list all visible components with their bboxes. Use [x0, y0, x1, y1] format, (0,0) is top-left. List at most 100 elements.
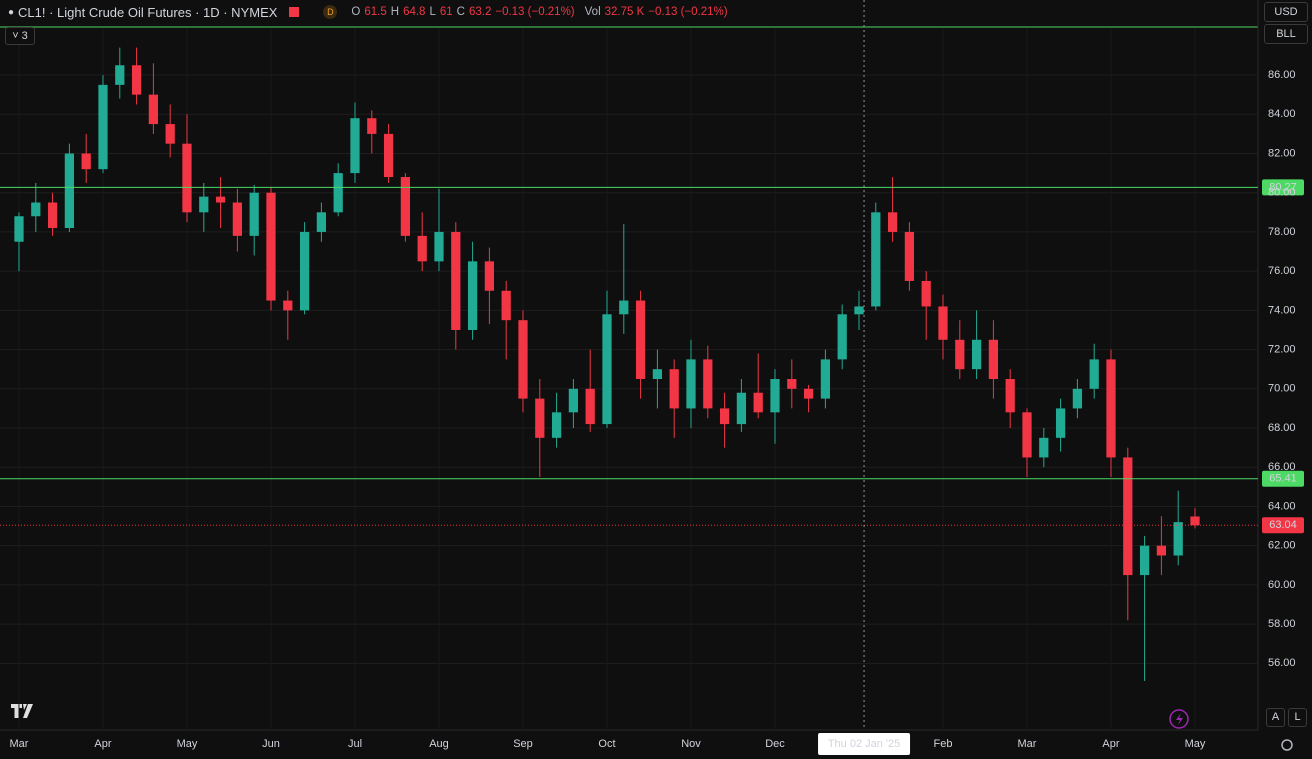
- candle-body: [467, 261, 478, 330]
- x-tick-label: Jul: [348, 738, 362, 750]
- x-tick-label: Apr: [1102, 738, 1119, 750]
- x-tick-label: Dec: [765, 738, 785, 750]
- candle-body: [417, 235, 427, 262]
- x-tick-label: Mar: [10, 738, 29, 750]
- candle-body: [602, 314, 612, 425]
- last-price-label: 63.04: [1269, 519, 1297, 531]
- y-tick-label: 60.00: [1268, 579, 1296, 591]
- close-letter: C: [456, 6, 465, 18]
- candle-body: [1005, 379, 1015, 413]
- candle-body: [719, 408, 730, 425]
- candle-body: [871, 212, 881, 307]
- candle-body: [635, 300, 646, 379]
- candle-body: [31, 202, 41, 217]
- candle-body: [518, 320, 528, 399]
- candle-body: [64, 153, 75, 229]
- y-tick-label: 80.00: [1268, 187, 1296, 199]
- candle-body: [1190, 516, 1200, 526]
- candle-body: [803, 388, 814, 399]
- x-tick-label: Nov: [681, 738, 701, 750]
- candle-body: [434, 231, 444, 262]
- last-price-box: [1262, 517, 1304, 534]
- candle-body: [333, 173, 343, 213]
- auto-scale-button[interactable]: A: [1266, 708, 1285, 727]
- x-tick-label: Apr: [94, 738, 111, 750]
- symbol-title[interactable]: CL1! · Light Crude Oil Futures · 1D · NY…: [18, 4, 278, 20]
- candle-body: [619, 300, 629, 315]
- candle-body: [249, 192, 259, 236]
- volume-change: −0.13 (−0.21%): [648, 6, 728, 18]
- candle-body: [165, 124, 175, 144]
- candle-body: [787, 379, 797, 389]
- candle-body: [14, 216, 24, 242]
- candle-body: [81, 153, 91, 170]
- candle-body: [1139, 545, 1150, 576]
- indicator-count: 3: [21, 30, 28, 42]
- unit: BLL: [1276, 28, 1296, 40]
- flag[interactable]: [289, 7, 300, 17]
- candle-body: [1106, 359, 1116, 458]
- symbol-header: ● CL1! · Light Crude Oil Futures · 1D · …: [8, 3, 728, 21]
- x-tick-label: Feb: [934, 738, 953, 750]
- unit-button[interactable]: BLL: [1264, 24, 1308, 44]
- x-tick-label: Aug: [429, 738, 449, 750]
- log-scale-button[interactable]: L: [1288, 708, 1307, 727]
- candle-body: [1072, 388, 1083, 409]
- open-letter: O: [351, 6, 361, 18]
- candle-body: [887, 212, 898, 232]
- candle-body: [703, 359, 713, 409]
- x-tick-label: May: [1185, 738, 1206, 750]
- candle-body: [971, 339, 982, 370]
- candle-body: [770, 379, 780, 413]
- y-tick-label: 64.00: [1268, 500, 1296, 512]
- candle-body: [1089, 359, 1099, 389]
- level-label: 65.41: [1269, 473, 1297, 485]
- x-tick-label: Jun: [262, 738, 280, 750]
- low-value: 61: [439, 6, 453, 18]
- volume-value: 32.75 K: [604, 6, 645, 18]
- candle-body: [736, 392, 747, 425]
- y-tick-label: 74.00: [1268, 304, 1296, 316]
- currency-button[interactable]: USD: [1264, 2, 1308, 22]
- candle-body: [131, 65, 142, 95]
- candle-body: [669, 369, 679, 409]
- settings-button[interactable]: [1281, 739, 1293, 751]
- y-tick-label: 66.00: [1268, 461, 1296, 473]
- crosshair-label-box: [818, 733, 911, 755]
- candle-body: [215, 196, 226, 203]
- indicator-toggle[interactable]: ˅ 3: [5, 27, 35, 45]
- candle-body: [98, 84, 108, 170]
- y-tick-label: 76.00: [1268, 265, 1296, 277]
- y-tick-label: 68.00: [1268, 422, 1296, 434]
- candle-body: [182, 143, 192, 213]
- candle-body: [585, 388, 595, 425]
- y-tick-label: 78.00: [1268, 226, 1296, 238]
- lightning-button[interactable]: [1169, 709, 1189, 729]
- candle-body: [1173, 522, 1183, 556]
- x-tick-label: Mar: [1018, 738, 1037, 750]
- level-label: 80.27: [1269, 181, 1297, 193]
- x-tick-label: Sep: [513, 738, 533, 750]
- candle-body: [451, 231, 461, 330]
- candle-body: [299, 231, 310, 311]
- candle-body: [1039, 437, 1049, 458]
- high-letter: H: [390, 6, 400, 18]
- candle-body: [199, 196, 209, 213]
- grid: [0, 28, 1258, 730]
- x-tick-label: Oct: [598, 738, 615, 750]
- candle-body: [1022, 412, 1032, 458]
- candle-body: [283, 300, 293, 311]
- auto-label: A: [1271, 711, 1280, 723]
- candle-body: [686, 359, 696, 409]
- close-value: 63.2: [468, 6, 492, 18]
- candle-body: [501, 290, 511, 321]
- marks: [14, 47, 1200, 681]
- level-label-box: [1262, 179, 1304, 196]
- drop-icon: ●: [8, 6, 15, 18]
- candle-body: [753, 392, 763, 413]
- candle-body: [904, 231, 915, 281]
- candle-body: [988, 339, 999, 379]
- y-tick-label: 58.00: [1268, 618, 1296, 630]
